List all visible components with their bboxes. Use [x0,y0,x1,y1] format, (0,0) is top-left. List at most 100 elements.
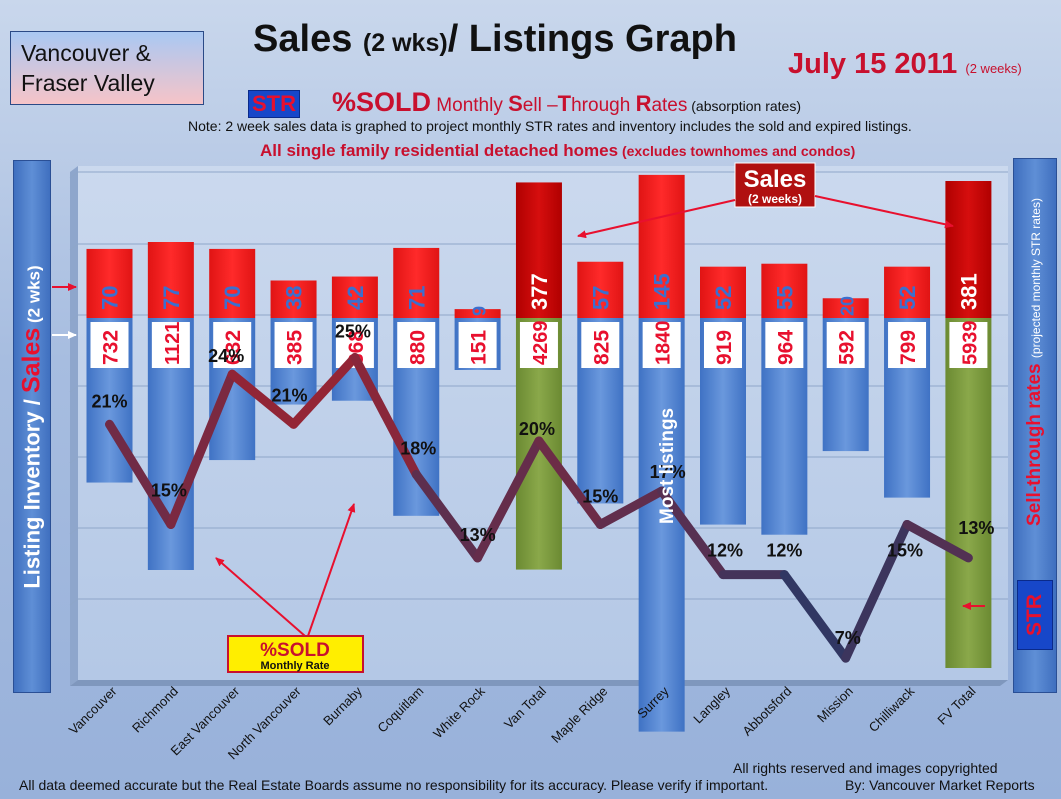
sales-value-label: 377 [527,273,552,310]
str-line-segment [595,486,667,529]
str-value-label: 12% [707,541,743,561]
listing-value-label: 592 [836,330,859,365]
str-value-label: 15% [582,487,618,507]
str-value-label: 12% [766,541,802,561]
sales-callout-box [734,162,816,208]
str-line-segment [350,353,421,479]
region-box: Vancouver & Fraser Valley [10,31,204,105]
sold-callout-box [227,635,364,673]
str-line-segment [411,469,483,563]
subtitle-small: (excludes townhomes and condos) [618,143,856,159]
listing-value-label: 632 [222,330,245,365]
listing-value-label: 1121 [162,322,184,365]
sold-callout-label: %SOLD [260,640,330,661]
sales-value-label: 42 [343,286,368,310]
sales-value-label: 77 [159,286,184,310]
listing-value-box [458,322,497,368]
sales-bar [884,266,931,318]
title-small: (2 wks) [362,29,448,57]
str-value-label: 24% [208,346,244,366]
listing-value-label: 799 [897,330,920,365]
plot-side-wall [70,166,78,686]
rights-text: All rights reserved and images copyright… [733,760,998,776]
listing-value-box [397,322,436,368]
str-side-badge: STR [1017,580,1053,650]
listing-value-box [765,322,804,368]
listing-value-box [642,322,681,368]
sales-bar [577,261,624,318]
sales-bar [331,276,378,318]
listing-value-box [519,322,558,368]
sales-bar [393,247,440,318]
str-value-label: 20% [519,419,555,439]
subtitle-main: All single family residential detached h… [260,141,619,160]
category-label: FV Total [934,683,978,727]
sales-value-label: 52 [711,286,736,310]
str-line-segment [841,520,912,663]
category-label: Coquitlam [374,684,426,736]
sold-t: T [557,91,572,116]
str-line-segment [534,436,605,529]
sales-value-label: 38 [282,286,307,310]
str-line-segment [657,486,728,580]
category-label: Richmond [129,684,181,736]
sales-bar [945,181,992,318]
str-value-label: 7% [835,628,861,648]
date-small: (2 weeks) [965,61,1022,76]
category-label: Abbotsford [739,684,794,739]
category-label: Burnaby [320,683,365,728]
sold-arrow-left [215,557,306,637]
gridline-side [69,456,79,464]
listing-value-label: 1840 [653,321,675,366]
listing-value-box [704,322,742,368]
disclaimer-text: All data deemed accurate but the Real Es… [19,777,769,793]
sales-bar [515,182,562,318]
listing-bar [945,318,992,668]
str-line-segment [105,419,176,529]
sales-value-label: 55 [772,286,797,310]
sold-rest-4: ates [651,95,688,116]
report-date: July 15 2011 (2 weeks) [788,48,1022,81]
listing-value-box [826,322,865,368]
listing-value-box [90,322,129,368]
most-listings-note: Most listings [657,408,678,524]
page-title: Sales (2 wks)/ Listings Graph [205,18,785,61]
str-line-segment [166,369,237,529]
sales-bar [86,248,133,318]
listing-value-box [151,322,190,368]
sales-value-label: 57 [588,286,613,310]
listing-bar [638,318,685,732]
sales-bar [700,266,746,318]
sold-r: R [635,91,652,116]
gridline-side [69,243,79,251]
sold-rest-1: Monthly [431,95,509,116]
str-value-label: 25% [335,322,371,342]
sales-bar [822,298,869,318]
sales-bar [147,242,194,318]
title-main: Sales [253,18,363,60]
str-line-segment [473,436,544,563]
sales-value-label: 70 [98,286,123,310]
str-value-label: 21% [272,385,308,405]
str-line-segment [779,570,851,663]
category-label: White Rock [430,683,488,741]
sales-value-label: 70 [220,286,245,310]
sales-value-label: 9 [470,306,490,316]
str-value-label: 17% [650,462,686,482]
gridline-side [69,385,79,393]
listing-value-box [213,322,252,368]
sold-big: %SOLD [332,87,432,117]
sold-arrow-right [307,503,356,637]
str-value-label: 21% [91,391,127,411]
listing-value-box [949,322,988,368]
sales-bar [209,248,256,318]
str-line-segment [902,520,973,563]
gridline-side [69,314,79,322]
date-main: July 15 2011 [788,48,958,80]
category-label: Chilliwack [866,683,918,735]
str-value-label: 18% [400,438,436,458]
region-line-2: Fraser Valley [21,70,155,96]
plot-floor [70,680,1008,686]
